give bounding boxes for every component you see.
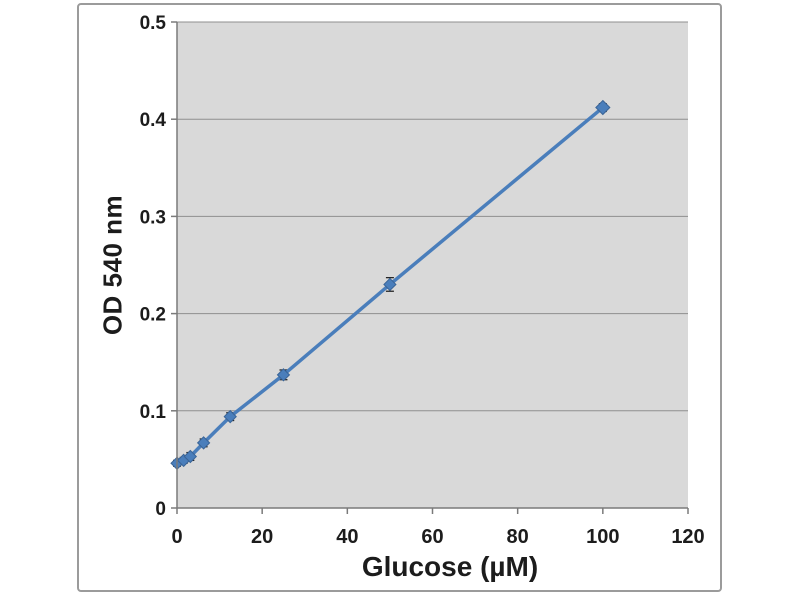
x-axis-title: Glucose (µM) — [361, 551, 539, 582]
x-tick-label: 120 — [671, 526, 704, 548]
y-tick-label: 0.2 — [140, 305, 166, 326]
y-tick-label: 0.1 — [140, 402, 167, 423]
x-tick-label: 0 — [171, 526, 182, 548]
y-tick-label: 0.5 — [140, 13, 167, 34]
y-axis-title: OD 540 nm — [97, 194, 128, 336]
data-point-marker — [223, 409, 237, 424]
data-point-marker — [383, 277, 397, 292]
y-tick-label: 0.3 — [140, 207, 166, 228]
x-tick-label: 20 — [251, 526, 273, 548]
chart-frame: 0 0.1 0.2 0.3 0.4 0.5 0 20 40 60 80 100 120 OD 540 n… — [77, 3, 722, 592]
x-tick-label: 80 — [507, 526, 529, 548]
x-tick-label: 60 — [421, 526, 443, 548]
y-tick-label: 0.4 — [140, 110, 167, 131]
x-tick-label: 100 — [586, 526, 619, 548]
plot-area-bg — [177, 22, 688, 508]
data-point-marker — [595, 99, 611, 116]
y-tick-label: 0 — [155, 499, 166, 520]
data-point-marker — [183, 449, 198, 464]
x-tick-label: 40 — [336, 526, 358, 548]
data-point-marker — [276, 368, 291, 382]
data-point-marker — [196, 436, 211, 450]
chart-canvas: 0 0.1 0.2 0.3 0.4 0.5 0 20 40 60 80 100 120 — [140, 13, 705, 548]
